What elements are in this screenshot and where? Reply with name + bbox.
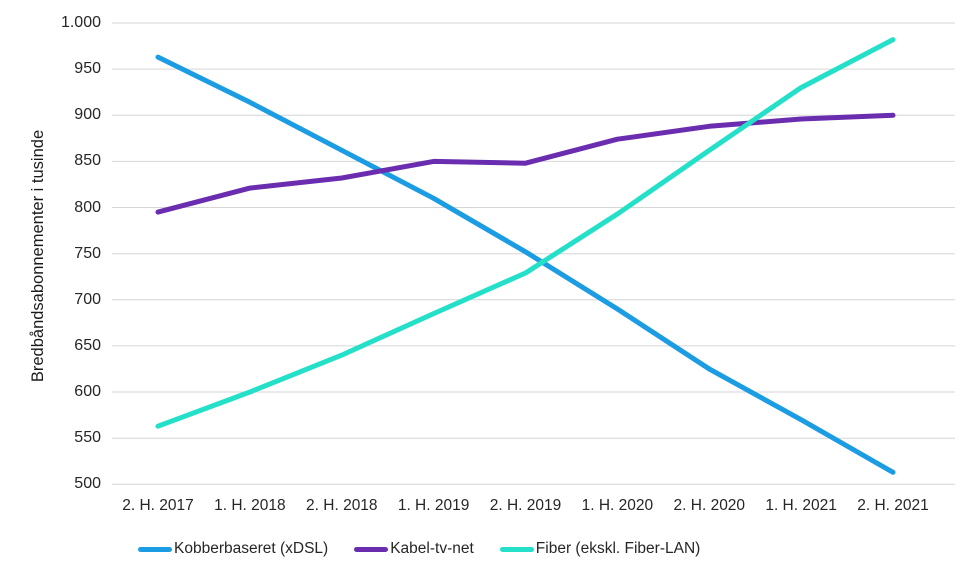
y-tick-label: 1.000 (60, 14, 101, 31)
y-tick-label: 850 (74, 152, 101, 170)
legend-item: Kabel-tv-net (354, 540, 474, 558)
y-tick-label: 650 (74, 336, 101, 354)
y-tick-label: 950 (74, 60, 101, 78)
legend-label: Kobberbaseret (xDSL) (174, 540, 329, 557)
y-tick-label: 550 (74, 429, 101, 447)
y-tick-label: 600 (74, 383, 101, 400)
x-tick-label: 1. H. 2019 (397, 497, 470, 514)
x-tick-label: 1. H. 2020 (581, 497, 654, 514)
legend-label: Fiber (ekskl. Fiber-LAN) (535, 540, 701, 557)
legend-item: Fiber (ekskl. Fiber-LAN) (499, 540, 701, 558)
x-tick-label: 2. H. 2019 (489, 497, 562, 514)
y-tick-label: 700 (74, 290, 101, 308)
x-tick-label: 2. H. 2021 (857, 497, 929, 514)
legend: Kobberbaseret (xDSL) Kabel-tv-net Fiber (e… (138, 540, 700, 558)
x-tick-label: 2. H. 2020 (673, 497, 746, 514)
series-line-kabel-tv-net (155, 112, 896, 215)
series-line-fiber-ekskl-fiber-lan (155, 37, 896, 429)
x-tick-label: 2. H. 2018 (306, 497, 378, 514)
legend-line-swatch (499, 546, 534, 552)
x-tick-label: 1. H. 2021 (765, 497, 837, 514)
x-tick-label: 2. H. 2017 (122, 497, 194, 514)
series-line-kobberbaseret-xdsl (155, 54, 896, 475)
legend-line-swatch (138, 546, 172, 552)
y-tick-label: 750 (74, 244, 101, 262)
y-tick-label: 500 (74, 475, 101, 493)
x-tick-label: 1. H. 2018 (214, 497, 286, 514)
legend-item: Kobberbaseret (xDSL) (138, 540, 328, 558)
y-tick-label: 900 (74, 106, 101, 124)
y-tick-label: 800 (74, 198, 101, 216)
legend-line-swatch (354, 546, 389, 552)
legend-label: Kabel-tv-net (390, 540, 474, 557)
